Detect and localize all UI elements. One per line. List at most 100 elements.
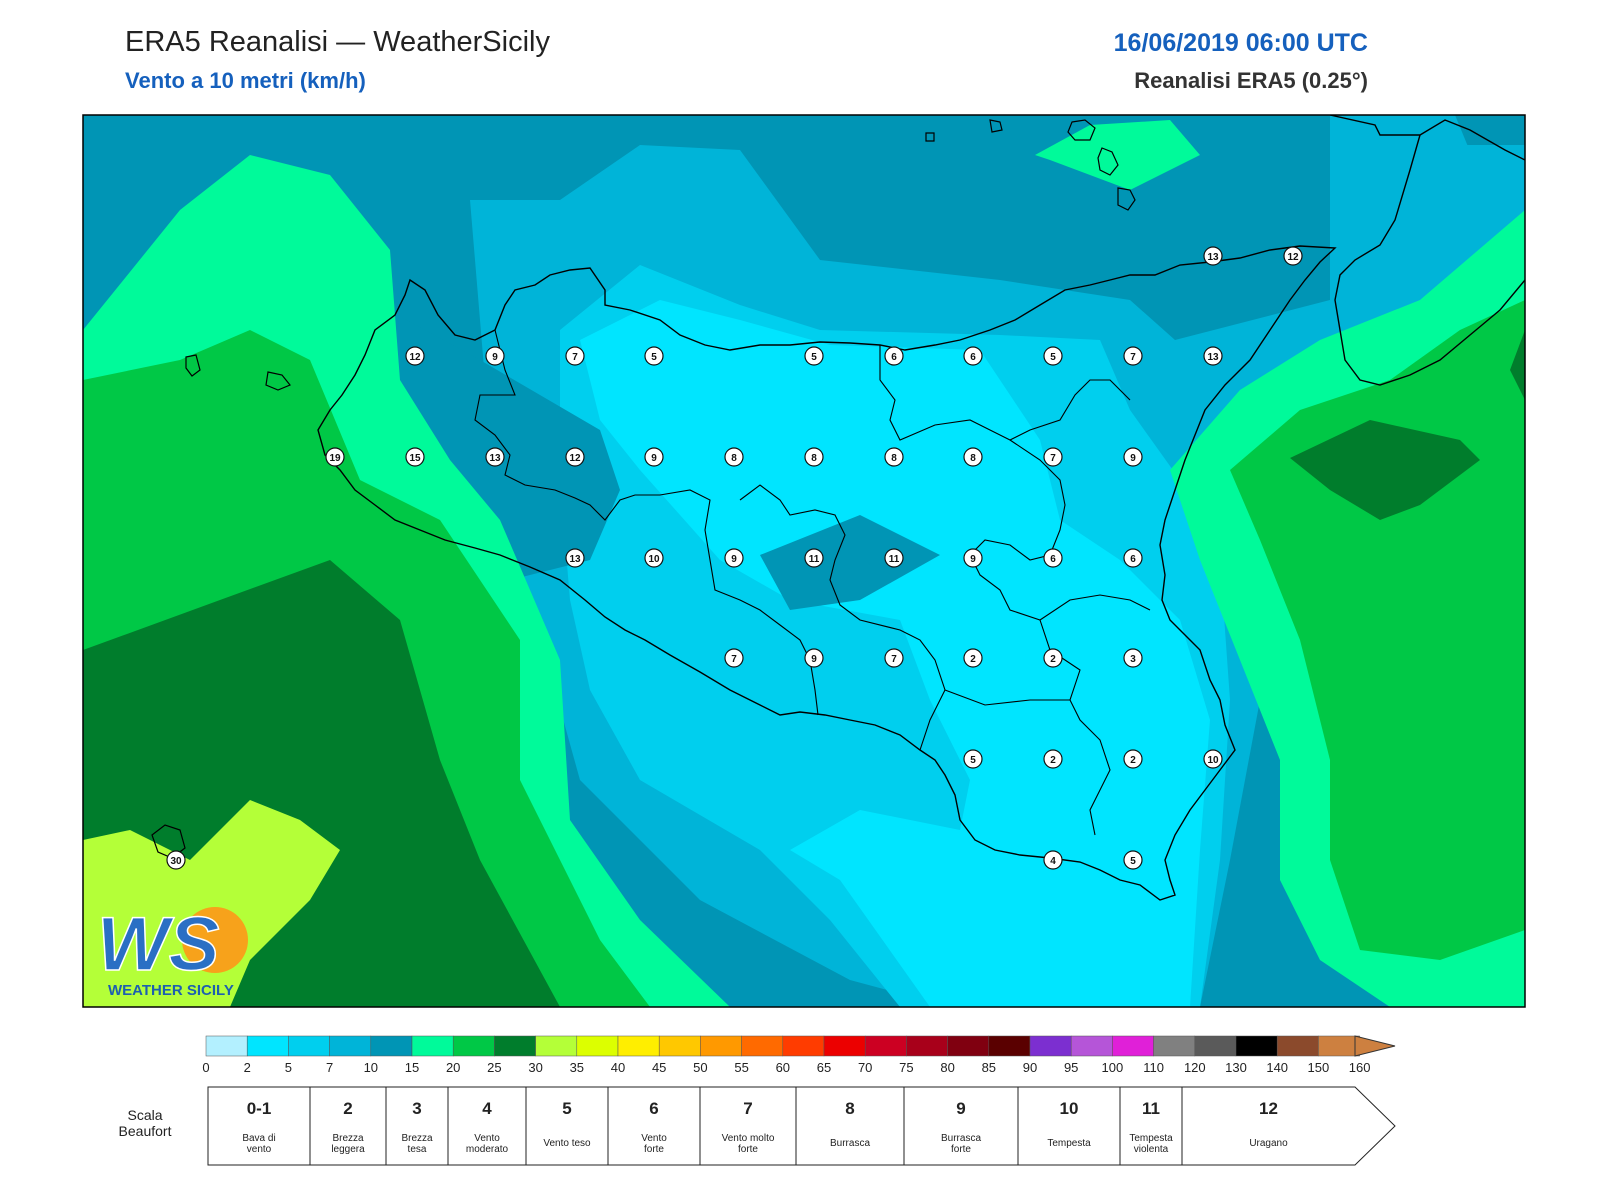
- beaufort-number: 3: [412, 1099, 421, 1118]
- station-marker: 12: [405, 346, 425, 366]
- svg-text:7: 7: [891, 654, 897, 665]
- svg-text:12: 12: [1287, 252, 1299, 263]
- colorbar-tick-label: 75: [899, 1060, 913, 1075]
- station-marker: 11: [804, 548, 824, 568]
- beaufort-number: 12: [1259, 1099, 1278, 1118]
- colorbar-tick-label: 120: [1184, 1060, 1206, 1075]
- station-marker: 9: [963, 548, 983, 568]
- svg-text:12: 12: [569, 453, 581, 464]
- colorbar-swatch: [947, 1035, 990, 1057]
- svg-text:10: 10: [1207, 755, 1219, 766]
- station-marker: 6: [1123, 548, 1143, 568]
- svg-text:15: 15: [409, 453, 421, 464]
- island-favignana: [265, 371, 291, 391]
- colorbar-swatch: [1070, 1035, 1113, 1057]
- colorbar-tick-label: 90: [1023, 1060, 1037, 1075]
- svg-text:7: 7: [1130, 352, 1136, 363]
- colorbar-tick-label: 50: [693, 1060, 707, 1075]
- station-marker: 7: [565, 346, 585, 366]
- colorbar-tick-label: 0: [202, 1060, 209, 1075]
- colorbar-tick-label: 2: [244, 1060, 251, 1075]
- colorbar-tick-label: 65: [817, 1060, 831, 1075]
- station-marker: 4: [1043, 850, 1063, 870]
- station-marker: 2: [1043, 648, 1063, 668]
- colorbar-swatch: [246, 1035, 289, 1057]
- station-marker: 8: [963, 447, 983, 467]
- svg-text:5: 5: [1130, 856, 1136, 867]
- wind-field: [83, 115, 1525, 1007]
- beaufort-description: Burrasca: [941, 1133, 981, 1144]
- colorbar-tick-label: 80: [940, 1060, 954, 1075]
- station-marker: 9: [485, 346, 505, 366]
- colorbar-tick-label: 5: [285, 1060, 292, 1075]
- colorbar-swatch: [1153, 1035, 1196, 1057]
- station-values: 12 13 12 9 7 5 5 6 6 5 7 13 19 15 13 12 …: [166, 246, 1303, 870]
- colorbar-tick-label: 150: [1308, 1060, 1330, 1075]
- colorbar-tick-label: 70: [858, 1060, 872, 1075]
- beaufort-number: 0-1: [247, 1099, 272, 1118]
- beaufort-number: 4: [482, 1099, 492, 1118]
- colorbar-swatch: [576, 1035, 619, 1057]
- station-marker: 5: [1123, 850, 1143, 870]
- colorbar-swatch: [1029, 1035, 1072, 1057]
- svg-text:11: 11: [809, 554, 820, 565]
- colorbar-tick-label: 140: [1266, 1060, 1288, 1075]
- colorbar-tick-label: 40: [611, 1060, 625, 1075]
- beaufort-description-2: violenta: [1134, 1144, 1169, 1155]
- svg-text:6: 6: [970, 352, 976, 363]
- colorbar-tick-label: 45: [652, 1060, 666, 1075]
- svg-text:13: 13: [1207, 352, 1219, 363]
- colorbar-swatch: [658, 1035, 701, 1057]
- map-frame: [82, 114, 1526, 1008]
- station-marker: 15: [405, 447, 425, 467]
- svg-text:9: 9: [811, 654, 817, 665]
- zone-30-35: [83, 800, 340, 1007]
- beaufort-description: Tempesta: [1047, 1138, 1091, 1149]
- station-marker: 6: [1043, 548, 1063, 568]
- station-marker: 11: [884, 548, 904, 568]
- sun-icon: [182, 907, 248, 973]
- station-marker: 7: [1043, 447, 1063, 467]
- colorbar-tick-label: 160: [1349, 1060, 1371, 1075]
- station-marker: 5: [963, 749, 983, 769]
- svg-text:9: 9: [1130, 453, 1136, 464]
- station-marker: 8: [804, 447, 824, 467]
- svg-text:2: 2: [1050, 755, 1056, 766]
- beaufort-frame: [207, 1086, 1396, 1166]
- beaufort-description-2: forte: [951, 1144, 971, 1155]
- colorbar-swatch: [329, 1035, 372, 1057]
- weathersicily-logo: WS WEATHER SICILY: [96, 901, 248, 999]
- station-marker: 5: [1043, 346, 1063, 366]
- province-boundary-3: [879, 345, 1131, 441]
- colorbar-tick-label: 95: [1064, 1060, 1078, 1075]
- svg-text:8: 8: [891, 453, 897, 464]
- beaufort-description: Bava di: [242, 1133, 275, 1144]
- beaufort-description: Vento: [641, 1133, 667, 1144]
- beaufort-description: Brezza: [332, 1133, 364, 1144]
- station-marker: 6: [963, 346, 983, 366]
- model-label: Reanalisi ERA5 (0.25°): [1134, 68, 1368, 93]
- colorbar-swatch: [411, 1035, 454, 1057]
- colorbar-swatch: [370, 1035, 413, 1057]
- beaufort-number: 6: [649, 1099, 658, 1118]
- colorbar-swatch: [1194, 1035, 1237, 1057]
- logo-text: WEATHER SICILY: [108, 982, 234, 999]
- island-vulcano: [1117, 187, 1136, 211]
- colorbar-swatch: [494, 1035, 536, 1057]
- svg-text:5: 5: [811, 352, 817, 363]
- island-alicudi: [989, 119, 1003, 133]
- svg-text:5: 5: [1050, 352, 1056, 363]
- colorbar-tick-label: 110: [1143, 1060, 1164, 1075]
- island-marettimo: [185, 354, 201, 377]
- province-boundary-4: [969, 439, 1151, 621]
- province-boundary-6: [944, 689, 1070, 706]
- colorbar-tick-label: 60: [776, 1060, 790, 1075]
- beaufort-label-2: Beaufort: [119, 1123, 172, 1139]
- station-marker: 10: [1203, 749, 1223, 769]
- svg-text:6: 6: [1050, 554, 1056, 565]
- station-marker: 9: [1123, 447, 1143, 467]
- colorbar-tick-label: 35: [570, 1060, 584, 1075]
- station-marker: 6: [884, 346, 904, 366]
